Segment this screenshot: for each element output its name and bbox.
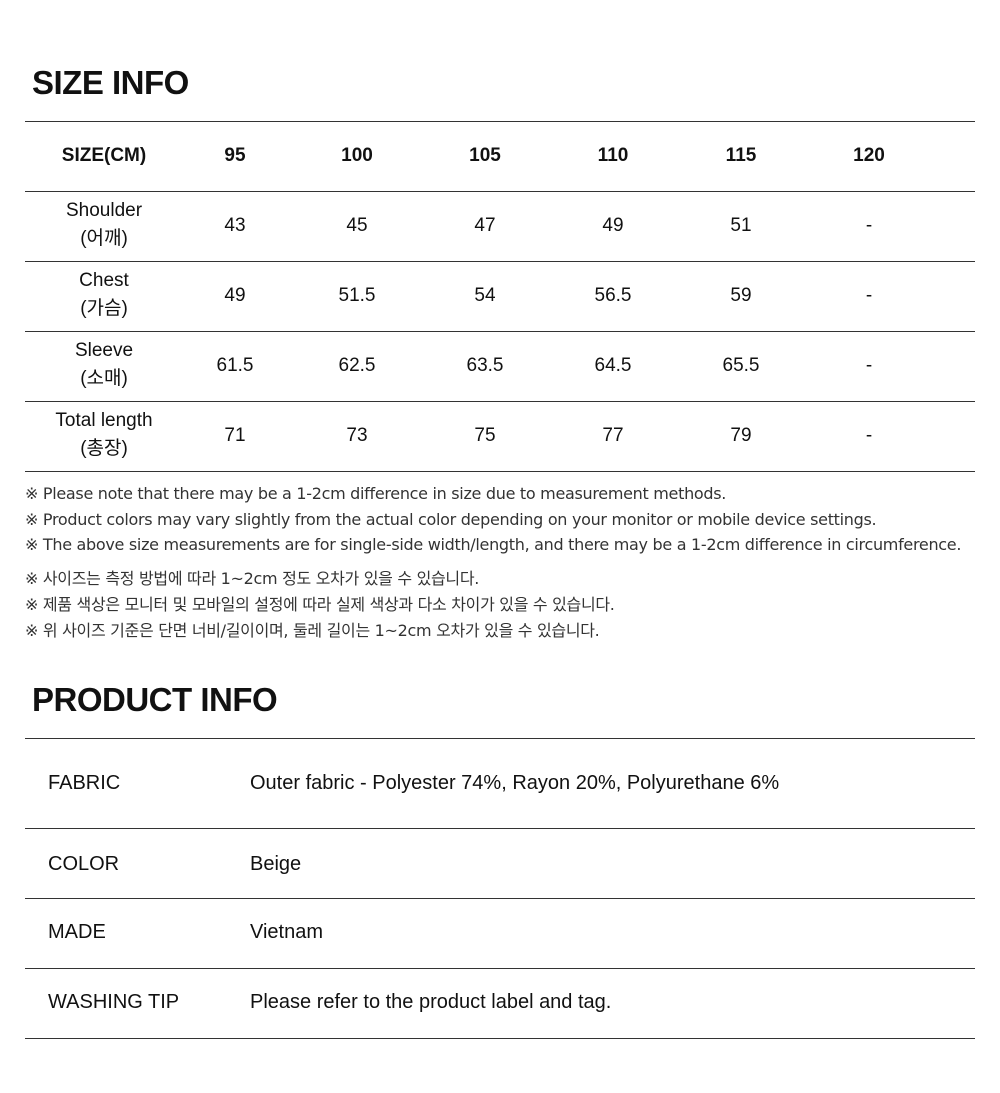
value-cell: 65.5	[722, 355, 760, 376]
row-label-ko: (소매)	[80, 368, 128, 389]
value-cell: -	[865, 355, 873, 376]
value-cell: -	[865, 215, 873, 236]
product-label: COLOR	[48, 853, 120, 875]
value-cell: 63.5	[466, 355, 504, 376]
table-divider	[25, 968, 975, 969]
value-cell: 75	[474, 425, 496, 446]
table-divider	[25, 401, 975, 402]
row-label-en: Shoulder	[65, 200, 143, 221]
note-line: ※ The above size measurements are for si…	[25, 535, 962, 554]
note-line: ※ 제품 색상은 모니터 및 모바일의 설정에 따라 실제 색상과 다소 차이가…	[25, 595, 615, 614]
value-cell: 49	[602, 215, 624, 236]
value-cell: 49	[224, 285, 246, 306]
value-cell: 77	[602, 425, 624, 446]
value-cell: 71	[224, 425, 246, 446]
product-value: Please refer to the product label and ta…	[250, 991, 612, 1013]
value-cell: -	[865, 285, 873, 306]
product-value: Vietnam	[250, 921, 324, 943]
row-label: Sleeve (소매)	[24, 337, 184, 393]
value-cell: 59	[730, 285, 752, 306]
row-label-ko: (총장)	[80, 438, 128, 459]
row-label: Chest (가슴)	[24, 267, 184, 323]
row-label-ko: (어깨)	[80, 228, 128, 249]
header-cell: 115	[725, 145, 757, 166]
value-cell: -	[865, 425, 873, 446]
product-info-title: PRODUCT INFO	[32, 681, 278, 718]
table-divider	[25, 471, 975, 472]
header-cell: SIZE(CM)	[61, 145, 147, 166]
value-cell: 54	[474, 285, 496, 306]
header-cell: 95	[224, 145, 246, 166]
product-value: Beige	[250, 853, 302, 875]
table-divider	[25, 828, 975, 829]
header-cell: 110	[597, 145, 629, 166]
value-cell: 43	[224, 215, 246, 236]
size-info-title: SIZE INFO	[32, 64, 189, 101]
header-cell: 100	[341, 145, 373, 166]
value-cell: 62.5	[338, 355, 376, 376]
row-label-ko: (가슴)	[80, 298, 128, 319]
value-cell: 51.5	[338, 285, 376, 306]
table-divider	[25, 738, 975, 739]
table-divider	[25, 898, 975, 899]
value-cell: 73	[346, 425, 368, 446]
value-cell: 56.5	[594, 285, 632, 306]
value-cell: 61.5	[216, 355, 254, 376]
header-cell: 120	[853, 145, 885, 166]
row-label-en: Chest	[79, 270, 129, 291]
note-line: ※ 사이즈는 측정 방법에 따라 1~2cm 정도 오차가 있을 수 있습니다.	[25, 569, 480, 588]
value-cell: 79	[730, 425, 752, 446]
product-value: Outer fabric - Polyester 74%, Rayon 20%,…	[250, 772, 780, 794]
value-cell: 45	[346, 215, 368, 236]
table-divider	[25, 121, 975, 122]
row-label-en: Total length	[55, 410, 153, 431]
note-line: ※ Product colors may vary slightly from …	[25, 510, 877, 529]
table-divider	[25, 1038, 975, 1039]
header-cell: 105	[469, 145, 501, 166]
value-cell: 64.5	[594, 355, 632, 376]
product-label: MADE	[48, 921, 106, 943]
value-cell: 47	[474, 215, 496, 236]
table-divider	[25, 191, 975, 192]
table-divider	[25, 331, 975, 332]
row-label: Shoulder (어깨)	[24, 197, 184, 253]
value-cell: 51	[730, 215, 752, 236]
product-label: FABRIC	[48, 772, 121, 794]
product-label: WASHING TIP	[48, 991, 180, 1013]
row-label-en: Sleeve	[74, 340, 134, 361]
note-line: ※ 위 사이즈 기준은 단면 너비/길이이며, 둘레 길이는 1~2cm 오차가…	[25, 621, 600, 640]
note-line: ※ Please note that there may be a 1-2cm …	[25, 484, 727, 503]
table-divider	[25, 261, 975, 262]
row-label: Total length (총장)	[24, 407, 184, 463]
